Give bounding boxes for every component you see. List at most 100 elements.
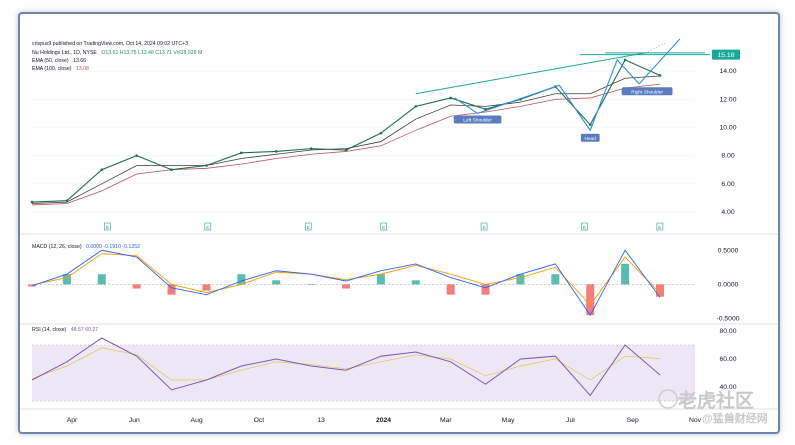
price-point xyxy=(65,199,69,202)
macd-histogram-bar xyxy=(446,284,455,295)
price-tick-label: 10.00 xyxy=(719,125,736,132)
left-shoulder-label-tag xyxy=(453,115,502,124)
time-axis-label: Mar xyxy=(440,417,452,424)
time-axis-label: 13 xyxy=(317,417,325,424)
macd-histogram-bar xyxy=(411,280,420,285)
earnings-marker-label: E xyxy=(307,225,310,231)
price-tick-label: 8.00 xyxy=(721,153,734,160)
macd-histogram-bar xyxy=(481,284,490,295)
macd-histogram-bar xyxy=(376,274,385,285)
macd-histogram-bar xyxy=(202,284,211,291)
time-axis-label: Jul xyxy=(566,417,575,424)
watermark-sub: @猛兽财经网 xyxy=(702,413,768,425)
chart-frame: 14.0012.0010.008.006.004.00USD15.18Left … xyxy=(18,12,780,434)
earnings-marker xyxy=(304,222,312,231)
macd-histogram-bar xyxy=(167,284,176,295)
price-point xyxy=(135,154,138,157)
price-point xyxy=(205,164,208,167)
earnings-marker-label: E xyxy=(382,225,385,231)
price-tick-label: 14.00 xyxy=(719,68,736,75)
rsi-line xyxy=(31,337,661,397)
price-point xyxy=(379,131,383,135)
price-point xyxy=(30,200,34,204)
price-point xyxy=(449,96,452,100)
left-shoulder-label: Left Shoulder xyxy=(463,117,492,123)
macd-histogram-bar xyxy=(342,284,350,289)
last-price-tag xyxy=(712,49,740,60)
macd-tick-label: 0.0000 xyxy=(718,281,739,288)
time-axis-label: Apr xyxy=(67,417,78,424)
rsi-legend: RSI (14, close) 48.57 60.27 xyxy=(32,327,101,333)
macd-histogram-bar xyxy=(656,284,664,297)
ema50-label: EMA (50, close) xyxy=(32,58,69,64)
macd-histogram-bar xyxy=(62,274,71,285)
macd-tick-label: 0.5000 xyxy=(718,247,739,254)
earnings-marker xyxy=(656,222,664,231)
signal-line xyxy=(31,253,661,306)
rsi-label: RSI (14, close) xyxy=(32,327,67,333)
ema50-line xyxy=(31,75,661,204)
ema100-label: EMA (100, close) xyxy=(32,66,72,72)
time-axis-label: 2024 xyxy=(376,417,391,424)
macd-label: MACD (12, 26, close) xyxy=(32,244,82,250)
macd-histogram-bar xyxy=(516,274,525,285)
price-tick-label: 4.00 xyxy=(721,209,734,216)
time-axis-label: Aug xyxy=(191,417,203,424)
price-point xyxy=(100,168,104,172)
right-shoulder-label-tag xyxy=(621,87,673,96)
time-axis-label: May xyxy=(502,417,515,424)
right-shoulder-label: Right Shoulder xyxy=(631,89,663,95)
earnings-marker xyxy=(204,222,212,231)
time-axis-label: Jun xyxy=(129,417,140,424)
macd-values: 0.0000 -0.1910 -0.1252 xyxy=(86,244,140,250)
price-tick-label: 6.00 xyxy=(721,181,734,188)
price-line xyxy=(31,59,661,203)
price-tick-label: 12.00 xyxy=(719,96,736,103)
price-point xyxy=(588,123,592,126)
earnings-marker-label: E xyxy=(482,225,485,231)
macd-histogram-bar xyxy=(307,284,316,286)
macd-legend: MACD (12, 26, close) 0.0000 -0.1910 -0.1… xyxy=(32,244,143,250)
price-point xyxy=(658,74,662,77)
price-point xyxy=(274,150,278,153)
price-point xyxy=(414,105,418,108)
earnings-marker-label: E xyxy=(583,225,586,231)
published-line: crispus9 published on TradingView.com, O… xyxy=(32,41,189,47)
ema50-legend: EMA (50, close) 13.66 xyxy=(32,58,89,64)
macd-histogram-bar xyxy=(237,274,246,285)
macd-histogram-bar xyxy=(551,274,560,285)
price-point xyxy=(240,151,243,155)
ohlc-values: O13.51 H13.75 L13.48 C13.71 Vol18.928 M xyxy=(101,50,203,56)
head-shoulders-pattern xyxy=(454,38,681,132)
price-point xyxy=(309,147,313,150)
symbol-line: Nu Holdings Ltd., 1D, NYSE O13.51 H13.75… xyxy=(32,50,205,56)
macd-histogram-bar xyxy=(97,274,106,285)
last-price-label: 15.18 xyxy=(717,52,734,59)
ema100-line xyxy=(31,83,661,206)
macd-histogram-bar xyxy=(272,280,281,285)
ema100-legend: EMA (100, close) 13.08 xyxy=(32,66,92,72)
rsi-tick-label: 60.00 xyxy=(719,356,736,363)
resistance-trendline xyxy=(415,52,646,95)
ema100-value: 13.08 xyxy=(75,66,89,72)
earnings-marker-label: E xyxy=(658,225,661,231)
ema50-value: 13.66 xyxy=(73,58,87,64)
price-point xyxy=(484,107,487,111)
time-axis-label: Sep xyxy=(627,417,639,424)
rsi-tick-label: 40.00 xyxy=(719,384,736,391)
macd-tick-label: -0.5000 xyxy=(716,316,739,323)
trendline-extension xyxy=(644,42,666,54)
macd-line xyxy=(31,249,661,317)
head-label: Head xyxy=(584,136,596,142)
earnings-marker-label: E xyxy=(206,225,209,231)
macd-histogram-bar xyxy=(621,263,630,285)
price-point xyxy=(170,168,173,172)
price-point xyxy=(623,58,627,62)
watermark-logo-icon xyxy=(658,389,678,409)
rsi-band xyxy=(32,345,695,401)
symbol-name: Nu Holdings Ltd., 1D, NYSE xyxy=(32,50,97,56)
rsi-tick-label: 80.00 xyxy=(719,328,736,335)
head-label-tag xyxy=(580,133,600,142)
time-axis-label: Nov xyxy=(689,417,702,424)
rsi-values: 48.57 60.27 xyxy=(70,327,99,333)
